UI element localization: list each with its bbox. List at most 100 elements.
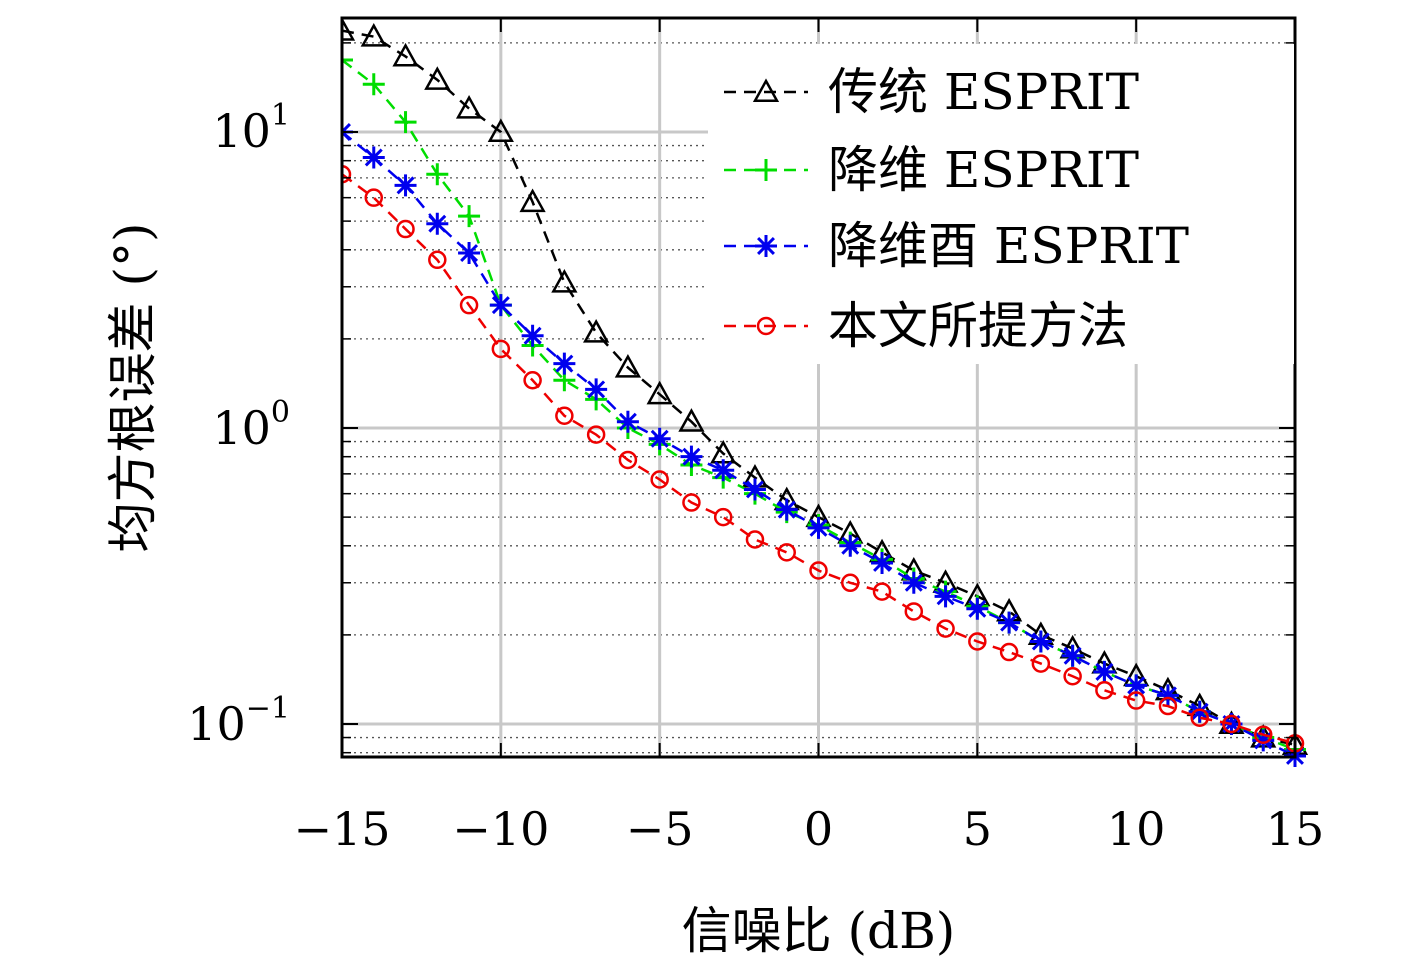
data-point-circle — [713, 507, 733, 527]
data-point-triangle — [360, 23, 387, 47]
data-point-circle — [491, 339, 511, 359]
data-point-circle — [396, 219, 415, 239]
data-point-circle — [1126, 691, 1146, 710]
data-point-plus — [362, 73, 385, 96]
legend-box — [708, 44, 1294, 364]
y-axis-label: 均方根误差 (°) — [104, 223, 162, 553]
data-point-circle — [872, 582, 892, 601]
data-point-plus — [426, 163, 449, 186]
data-point-asterisk — [871, 551, 894, 574]
series-3 — [342, 164, 1305, 753]
data-point-circle — [841, 573, 860, 593]
x-tick-label: −15 — [293, 802, 390, 856]
data-point-circle — [1095, 681, 1114, 700]
data-point-circle — [904, 602, 924, 621]
series-line — [342, 173, 1296, 745]
x-tick-label: 5 — [963, 802, 992, 856]
data-point-asterisk — [712, 459, 735, 482]
data-point-triangle — [551, 268, 578, 293]
data-point-asterisk — [839, 534, 862, 557]
legend-entry-label: 本文所提方法 — [828, 297, 1128, 355]
data-point-circle — [968, 632, 987, 651]
data-point-asterisk — [1029, 630, 1052, 653]
data-point-circle — [682, 493, 701, 512]
x-axis-label: 信噪比 (dB) — [682, 902, 956, 960]
data-point-circle — [1031, 654, 1051, 673]
data-point-triangle — [646, 380, 673, 405]
data-point-asterisk — [680, 445, 703, 468]
data-point-circle — [523, 370, 542, 390]
data-point-triangle — [614, 354, 642, 378]
data-point-circle — [1253, 725, 1273, 744]
data-point-circle — [999, 642, 1019, 662]
y-tick-label: 100 — [212, 395, 290, 455]
legend-entry-label: 传统 ESPRIT — [828, 63, 1139, 121]
data-point-asterisk — [362, 146, 385, 169]
data-point-triangle — [519, 188, 546, 213]
data-point-asterisk — [998, 611, 1021, 634]
data-point-circle — [364, 188, 384, 207]
data-point-circle — [555, 406, 574, 425]
data-point-asterisk — [934, 585, 957, 608]
data-point-circle — [650, 470, 669, 489]
data-point-circle — [1158, 696, 1178, 716]
data-point-asterisk — [1125, 674, 1148, 697]
data-point-asterisk — [755, 235, 777, 257]
data-point-circle — [745, 530, 765, 549]
data-point-asterisk — [648, 427, 671, 450]
y-tick-label: 101 — [212, 98, 290, 158]
data-point-circle — [1222, 714, 1241, 734]
data-point-plus — [458, 205, 481, 228]
data-point-asterisk — [775, 498, 798, 521]
data-point-asterisk — [458, 242, 481, 265]
data-point-triangle — [424, 66, 451, 90]
data-point-circle — [756, 316, 776, 336]
x-tick-label: −5 — [626, 802, 694, 856]
data-point-circle — [428, 250, 447, 270]
data-point-asterisk — [743, 478, 766, 501]
data-point-triangle — [678, 408, 705, 432]
data-point-circle — [459, 295, 479, 315]
data-point-asterisk — [521, 324, 544, 347]
data-point-circle — [618, 450, 638, 470]
data-point-circle — [809, 561, 828, 580]
data-point-asterisk — [426, 212, 449, 235]
data-point-plus — [394, 111, 417, 134]
data-point-plus — [755, 159, 777, 181]
data-point-asterisk — [616, 410, 639, 433]
data-point-triangle — [392, 42, 419, 67]
data-point-triangle — [487, 118, 514, 143]
data-point-circle — [586, 425, 606, 444]
data-point-asterisk — [1188, 700, 1211, 723]
data-point-circle — [342, 164, 352, 184]
data-point-asterisk — [966, 597, 989, 620]
data-point-asterisk — [1252, 729, 1275, 752]
data-point-circle — [777, 543, 796, 562]
data-point-asterisk — [489, 294, 512, 317]
data-point-triangle — [752, 78, 780, 103]
x-tick-label: 10 — [1107, 802, 1166, 856]
data-point-asterisk — [807, 516, 830, 539]
data-point-asterisk — [1156, 684, 1179, 707]
y-tick-label: 10−1 — [187, 691, 290, 751]
data-point-asterisk — [585, 378, 608, 401]
x-tick-label: 15 — [1266, 802, 1325, 856]
data-point-circle — [1190, 708, 1209, 727]
series-layer — [342, 17, 1309, 767]
legend-entry-label: 降维 ESPRIT — [828, 141, 1139, 199]
data-point-triangle — [342, 17, 356, 41]
data-point-triangle — [455, 94, 483, 119]
data-point-asterisk — [1093, 660, 1116, 683]
legend-entry-label: 降维酉 ESPRIT — [828, 217, 1189, 275]
data-point-circle — [936, 619, 955, 638]
data-point-plus — [342, 49, 353, 72]
data-point-asterisk — [553, 352, 576, 375]
legend: 传统 ESPRIT 降维 ESPRIT 降维酉 ESPRIT 本文所提方法 — [708, 44, 1294, 364]
tick-layer: −15 −10 −5 0 5 10 15 101 100 10−1 — [187, 18, 1324, 856]
data-point-circle — [1063, 666, 1082, 686]
data-point-triangle — [583, 319, 610, 343]
x-tick-label: −10 — [452, 802, 549, 856]
x-tick-label: 0 — [804, 802, 833, 856]
data-point-asterisk — [1061, 644, 1084, 667]
